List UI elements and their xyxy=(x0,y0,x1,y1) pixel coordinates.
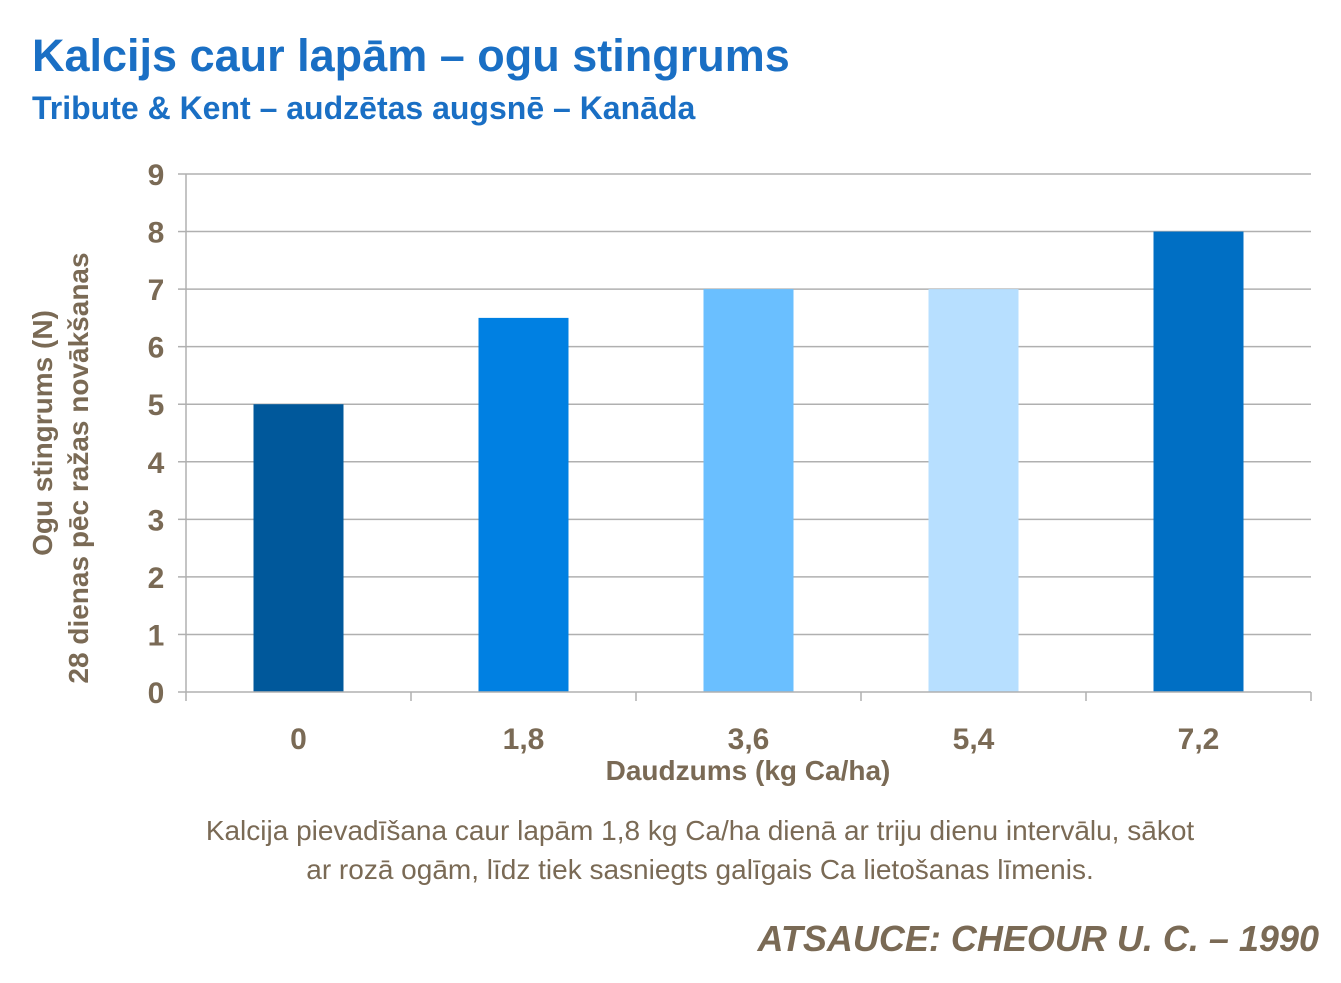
bar-0 xyxy=(253,404,344,692)
x-tick-label: 0 xyxy=(290,723,307,756)
y-axis-title-line2: 28 dienas pēc ražas novākšanas xyxy=(63,252,94,683)
source-reference: ATSAUCE: CHEOUR U. C. – 1990 xyxy=(757,918,1319,959)
x-axis-title: Daudzums (kg Ca/ha) xyxy=(606,755,891,786)
y-tick-label: 0 xyxy=(148,677,165,710)
chart-note-line2: ar rozā ogām, līdz tiek sasniegts galīga… xyxy=(306,854,1094,885)
x-tick-label: 1,8 xyxy=(503,723,545,756)
y-tick-label: 3 xyxy=(148,504,165,537)
x-tick-labels: 0 1,8 3,6 5,4 7,2 xyxy=(290,723,1219,756)
bars xyxy=(253,231,1244,693)
chart-note-line1: Kalcija pievadīšana caur lapām 1,8 kg Ca… xyxy=(205,815,1195,846)
chart-subtitle: Tribute & Kent – audzētas augsnē – Kanād… xyxy=(32,90,696,126)
y-tick-label: 6 xyxy=(148,332,165,365)
chart-title: Kalcijs caur lapām – ogu stingrums xyxy=(32,30,790,81)
bar-chart: 0 1 2 3 4 5 6 7 8 9 0 1,8 3,6 5,4 7,2 Ogu stingrums (… xyxy=(27,159,1312,786)
y-axis-title-line1: Ogu stingrums (N) xyxy=(27,310,58,556)
x-tick-label: 5,4 xyxy=(953,723,995,756)
x-tick-label: 7,2 xyxy=(1178,723,1220,756)
y-tick-label: 2 xyxy=(148,562,165,595)
bar-3-6 xyxy=(703,289,794,692)
y-tick-label: 4 xyxy=(148,447,165,480)
y-tick-label: 9 xyxy=(148,159,165,192)
x-tick-label: 3,6 xyxy=(728,723,770,756)
axes xyxy=(178,173,1312,701)
bar-7-2 xyxy=(1153,231,1244,693)
y-tick-label: 1 xyxy=(148,619,165,652)
bar-5-4 xyxy=(928,289,1019,692)
y-tick-labels: 0 1 2 3 4 5 6 7 8 9 xyxy=(148,159,165,710)
y-tick-label: 5 xyxy=(148,389,165,422)
y-tick-label: 7 xyxy=(148,274,165,307)
y-tick-label: 8 xyxy=(148,217,165,250)
bar-1-8 xyxy=(478,317,569,692)
